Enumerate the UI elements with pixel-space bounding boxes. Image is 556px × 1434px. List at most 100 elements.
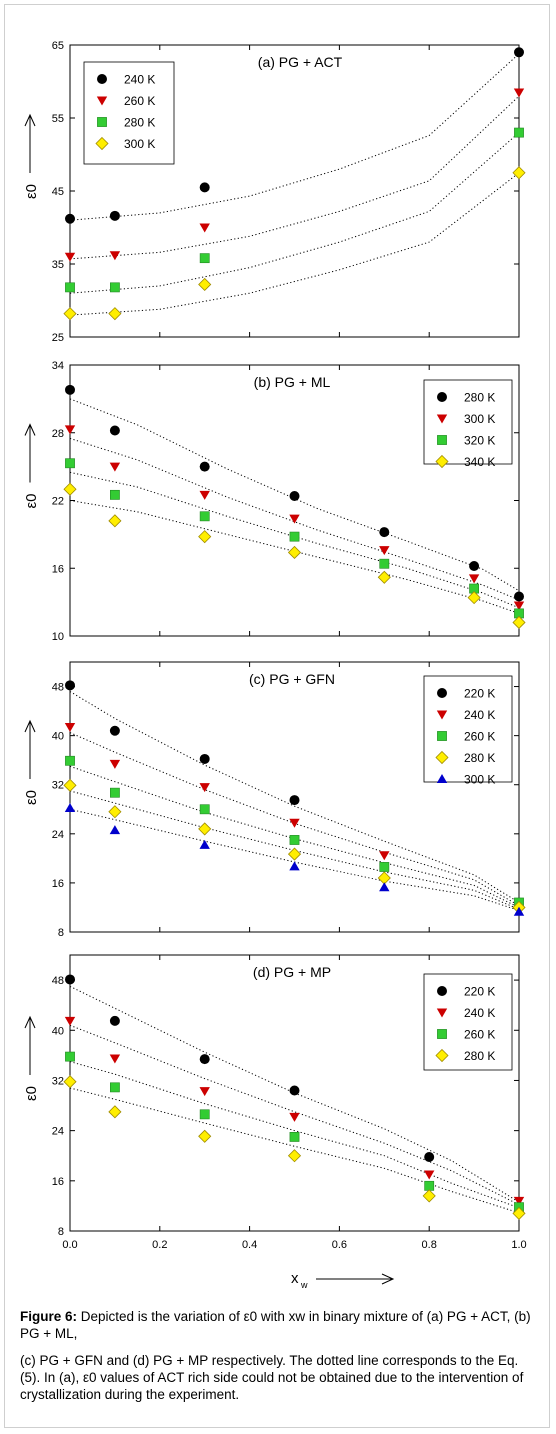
legend-label: 240 K	[464, 708, 495, 722]
data-point	[198, 1129, 212, 1143]
data-point	[110, 1082, 120, 1093]
legend-marker	[437, 986, 447, 996]
y-tick-label: 45	[52, 186, 64, 198]
y-tick-label: 48	[52, 682, 64, 694]
legend-marker	[437, 731, 447, 741]
data-point	[287, 545, 302, 560]
legend-marker	[97, 117, 107, 127]
plot-frame	[69, 954, 520, 1232]
data-point	[65, 974, 75, 985]
legend-label: 300 K	[464, 412, 495, 426]
data-point	[377, 570, 391, 584]
y-tick-label: 16	[52, 878, 64, 890]
data-point	[109, 210, 120, 221]
caption-text-1: Depicted is the variation of ε0 with xw …	[20, 1309, 531, 1341]
data-point	[514, 47, 524, 58]
data-point	[199, 490, 210, 500]
data-point	[108, 1105, 122, 1119]
data-point	[65, 680, 75, 691]
legend-label: 280 K	[124, 116, 155, 130]
data-point	[513, 1196, 525, 1206]
data-point	[289, 1112, 300, 1122]
legend-label: 340 K	[464, 455, 495, 469]
data-point	[64, 723, 76, 733]
data-point	[108, 805, 122, 819]
y-axis-label: ε0	[23, 184, 40, 199]
data-point	[377, 871, 391, 885]
data-point	[199, 839, 210, 849]
data-point	[109, 825, 121, 835]
x-axis-label-sub: w	[300, 1280, 308, 1290]
data-point	[110, 282, 120, 293]
data-point	[198, 822, 212, 836]
data-point	[199, 1054, 210, 1065]
y-tick-label: 35	[52, 259, 64, 271]
data-point	[63, 778, 77, 792]
data-point	[513, 906, 525, 916]
y-axis-arrowhead	[24, 423, 36, 436]
data-point	[63, 307, 77, 321]
data-point	[199, 511, 210, 522]
x-axis-label-x: x	[291, 1270, 299, 1287]
legend-marker	[436, 774, 448, 783]
data-point	[513, 601, 525, 611]
legend-marker	[95, 136, 109, 151]
data-point	[65, 458, 75, 469]
y-tick-label: 40	[52, 731, 64, 743]
y-tick-label: 25	[52, 332, 64, 344]
legend-label: 300 K	[464, 773, 495, 787]
legend-marker	[96, 96, 108, 106]
data-point	[287, 847, 302, 861]
fit-curve	[69, 398, 520, 592]
data-point	[289, 514, 300, 524]
y-tick-label: 16	[52, 563, 64, 575]
data-point	[199, 753, 210, 764]
y-axis-arrowhead	[24, 719, 36, 733]
y-tick-label: 48	[52, 975, 64, 987]
data-point	[379, 527, 390, 538]
data-point	[65, 755, 75, 766]
data-point	[110, 489, 120, 500]
data-point	[109, 1015, 120, 1026]
legend-marker	[437, 392, 447, 402]
legend-marker	[97, 74, 107, 84]
data-point	[198, 277, 212, 292]
legend-label: 280 K	[464, 391, 495, 405]
data-point	[289, 795, 300, 806]
data-point	[289, 531, 300, 542]
caption-label: Figure 6:	[20, 1309, 78, 1324]
data-point	[65, 282, 75, 293]
panel-d: 8 16 24 32 40 48 0.0 0.2 0.4 0.6 0.8 1.0 ε0 (d) PG + …	[23, 954, 527, 1290]
data-point	[64, 425, 76, 435]
legend-label: 220 K	[464, 985, 495, 999]
legend-label: 320 K	[464, 434, 495, 448]
y-tick-label: 28	[52, 428, 64, 440]
data-point	[65, 384, 75, 395]
fit-curve	[69, 765, 520, 908]
legend-label: 240 K	[464, 1006, 495, 1020]
fit-curve	[69, 1061, 520, 1209]
legend-marker	[437, 688, 447, 698]
data-point	[379, 558, 390, 569]
data-point	[424, 1170, 435, 1180]
y-tick-label: 22	[52, 496, 64, 508]
data-point	[199, 461, 210, 472]
y-tick-label: 16	[52, 1176, 64, 1188]
data-point	[65, 1051, 75, 1062]
caption-paragraph-2: (c) PG + GFN and (d) PG + MP respectivel…	[20, 1353, 524, 1402]
x-tick-label: 0.0	[62, 1239, 77, 1251]
legend-marker	[436, 1008, 448, 1018]
y-axis-arrowhead	[24, 1015, 36, 1029]
data-point	[199, 783, 210, 793]
legend-marker	[435, 1048, 449, 1063]
data-point	[199, 253, 210, 264]
y-tick-label: 32	[52, 1075, 64, 1087]
x-axis-arrowhead	[381, 1273, 395, 1285]
data-point	[63, 482, 77, 496]
data-point	[198, 530, 212, 544]
fit-curve	[69, 437, 520, 601]
panel-c: 8 16 24 32 40 48 ε0 (c) PG + GFN 220 K 240 K 260 K…	[23, 661, 526, 939]
data-point	[109, 425, 120, 436]
x-tick-label: 0.6	[332, 1239, 347, 1251]
panel-title: (b) PG + ML	[254, 374, 331, 390]
